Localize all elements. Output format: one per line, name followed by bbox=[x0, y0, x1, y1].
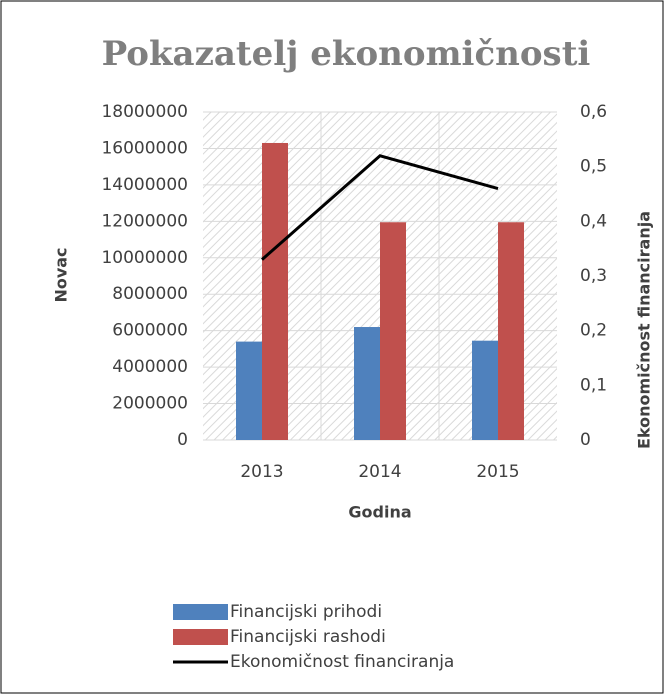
y-tick-label: 8000000 bbox=[112, 284, 188, 304]
bar bbox=[498, 222, 524, 440]
x-axis-title: Godina bbox=[348, 503, 411, 522]
y2-tick-label: 0,6 bbox=[580, 102, 607, 122]
y-tick-label: 6000000 bbox=[112, 321, 188, 341]
y2-tick-label: 0,4 bbox=[580, 211, 607, 231]
bar bbox=[380, 222, 406, 440]
y-tick-label: 14000000 bbox=[101, 175, 188, 195]
y2-axis-title: Ekonomičnost financiranja bbox=[635, 211, 654, 449]
y-tick-label: 16000000 bbox=[101, 138, 188, 158]
y-tick-label: 0 bbox=[177, 430, 188, 450]
y2-tick-label: 0,3 bbox=[580, 266, 607, 286]
legend-label: Financijski rashodi bbox=[230, 627, 386, 647]
y-tick-label: 10000000 bbox=[101, 248, 188, 268]
y-tick-label: 4000000 bbox=[112, 357, 188, 377]
bar bbox=[472, 340, 498, 440]
x-tick-label: 2015 bbox=[476, 462, 519, 482]
y2-tick-label: 0 bbox=[580, 430, 591, 450]
y-tick-label: 18000000 bbox=[101, 102, 188, 122]
legend-swatch bbox=[173, 629, 228, 645]
x-tick-label: 2014 bbox=[358, 462, 401, 482]
bar bbox=[236, 341, 262, 440]
x-tick-label: 2013 bbox=[240, 462, 283, 482]
y-tick-label: 12000000 bbox=[101, 211, 188, 231]
y-tick-label: 2000000 bbox=[112, 394, 188, 414]
y-axis-title: Novac bbox=[52, 247, 71, 302]
y2-tick-label: 0,5 bbox=[580, 157, 607, 177]
chart-title: Pokazatelj ekonomičnosti bbox=[102, 34, 591, 74]
y2-tick-label: 0,1 bbox=[580, 375, 607, 395]
bar bbox=[354, 327, 380, 440]
legend-label: Financijski prihodi bbox=[230, 602, 382, 622]
legend-label: Ekonomičnost financiranja bbox=[230, 652, 454, 672]
y2-tick-label: 0,2 bbox=[580, 321, 607, 341]
bar bbox=[262, 142, 288, 440]
line bbox=[261, 154, 499, 261]
legend-swatch bbox=[173, 604, 228, 620]
